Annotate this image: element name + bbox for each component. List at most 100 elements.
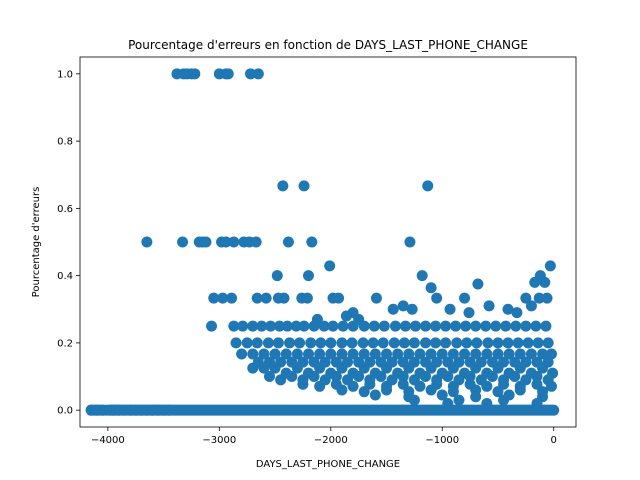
data-point xyxy=(357,337,369,349)
data-point xyxy=(272,337,284,349)
data-point xyxy=(353,371,365,383)
data-point xyxy=(509,371,521,383)
data-point xyxy=(314,348,326,360)
data-point xyxy=(381,362,393,374)
data-point xyxy=(298,180,310,192)
y-axis-label: Pourcentage d'erreurs xyxy=(31,187,42,298)
data-point xyxy=(388,337,400,349)
data-point xyxy=(308,371,320,383)
data-point xyxy=(340,310,352,322)
chart-title: Pourcentage d'erreurs en fonction de DAY… xyxy=(128,38,528,52)
data-point xyxy=(220,236,232,248)
y-tick-label: 0.2 xyxy=(57,338,73,349)
data-point xyxy=(258,362,270,374)
data-point xyxy=(442,397,454,409)
data-point xyxy=(284,337,296,349)
data-point xyxy=(480,320,492,332)
data-point xyxy=(450,320,462,332)
data-point xyxy=(163,404,175,416)
data-point xyxy=(206,320,218,332)
data-point xyxy=(228,320,240,332)
data-point xyxy=(533,292,545,304)
data-point xyxy=(325,348,337,360)
data-point xyxy=(263,371,275,383)
data-point xyxy=(447,362,459,374)
data-point xyxy=(459,348,471,360)
data-point xyxy=(262,337,274,349)
x-tick-label: 0 xyxy=(551,435,557,446)
data-point xyxy=(228,236,240,248)
data-point xyxy=(189,68,201,80)
data-point xyxy=(230,337,242,349)
data-point xyxy=(375,371,387,383)
data-point xyxy=(436,348,448,360)
data-point xyxy=(275,374,287,386)
data-point xyxy=(531,371,543,383)
data-point xyxy=(431,292,443,304)
data-point xyxy=(347,348,359,360)
data-point xyxy=(502,337,514,349)
data-point xyxy=(440,337,452,349)
data-point xyxy=(481,348,493,360)
data-point xyxy=(492,362,504,374)
data-point xyxy=(336,348,348,360)
data-point xyxy=(281,320,293,332)
data-point xyxy=(358,362,370,374)
data-point xyxy=(404,236,416,248)
data-point xyxy=(414,348,426,360)
data-point xyxy=(537,348,549,360)
data-point xyxy=(398,337,410,349)
data-point xyxy=(337,320,349,332)
data-point xyxy=(425,362,437,374)
data-point xyxy=(370,292,382,304)
data-point xyxy=(503,348,515,360)
data-point xyxy=(256,320,268,332)
data-point xyxy=(298,320,310,332)
y-tick-label: 0.4 xyxy=(57,271,73,282)
data-point xyxy=(472,278,484,290)
data-point xyxy=(141,236,153,248)
data-point xyxy=(389,320,401,332)
data-point xyxy=(282,236,294,248)
data-point xyxy=(291,348,303,360)
data-point xyxy=(269,362,281,374)
data-point xyxy=(470,362,482,374)
data-point xyxy=(302,348,314,360)
data-point xyxy=(531,397,543,409)
data-point xyxy=(420,337,432,349)
data-point xyxy=(447,348,459,360)
data-point xyxy=(222,68,234,80)
data-point xyxy=(525,348,537,360)
data-point xyxy=(510,320,522,332)
data-point xyxy=(544,260,556,272)
data-point xyxy=(378,320,390,332)
axis-ticks: −4000 −3000 −2000 −1000 0 0.0 0.2 0.4 0.6 0.8 1.0 xyxy=(57,69,557,446)
data-point xyxy=(463,307,475,319)
data-point xyxy=(250,236,262,248)
data-point xyxy=(367,337,379,349)
data-point xyxy=(514,362,526,374)
data-point xyxy=(481,380,493,392)
data-point xyxy=(330,371,342,383)
data-point xyxy=(444,303,456,315)
data-point xyxy=(369,389,381,401)
data-point xyxy=(381,384,393,396)
data-point xyxy=(308,320,320,332)
data-point xyxy=(408,337,420,349)
data-point xyxy=(260,292,272,304)
data-point xyxy=(278,292,290,304)
data-point xyxy=(247,348,259,360)
data-point xyxy=(291,362,303,374)
data-point xyxy=(490,320,502,332)
data-point xyxy=(315,337,327,349)
data-point xyxy=(377,337,389,349)
data-point xyxy=(241,337,253,349)
data-point xyxy=(277,180,289,192)
data-point xyxy=(403,362,415,374)
data-point xyxy=(200,236,212,248)
data-point xyxy=(306,236,318,248)
data-point xyxy=(251,292,263,304)
data-point xyxy=(482,337,494,349)
data-point xyxy=(302,270,314,282)
